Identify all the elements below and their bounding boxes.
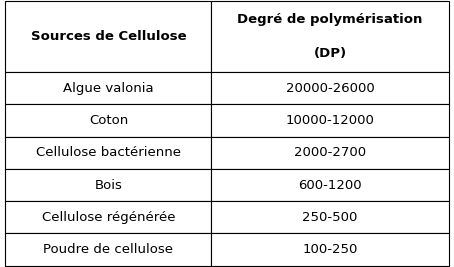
Bar — [212, 137, 449, 169]
Bar — [212, 233, 449, 266]
Text: (DP): (DP) — [313, 47, 346, 60]
Text: 20000-26000: 20000-26000 — [286, 82, 375, 95]
Bar — [5, 104, 212, 137]
Text: Cellulose bactérienne: Cellulose bactérienne — [36, 146, 181, 159]
Text: Poudre de cellulose: Poudre de cellulose — [44, 243, 173, 256]
Text: Coton: Coton — [89, 114, 128, 127]
Text: 250-500: 250-500 — [302, 211, 358, 224]
Text: 600-1200: 600-1200 — [298, 179, 362, 192]
Bar — [5, 201, 212, 233]
Bar — [5, 169, 212, 201]
Bar — [212, 72, 449, 104]
Bar — [212, 201, 449, 233]
Bar — [5, 72, 212, 104]
Text: 10000-12000: 10000-12000 — [286, 114, 375, 127]
Text: Cellulose régénérée: Cellulose régénérée — [42, 211, 175, 224]
Bar — [212, 1, 449, 72]
Text: 2000-2700: 2000-2700 — [294, 146, 366, 159]
Bar — [212, 169, 449, 201]
Text: Algue valonia: Algue valonia — [63, 82, 154, 95]
Text: Degré de polymérisation: Degré de polymérisation — [237, 13, 423, 26]
Text: 100-250: 100-250 — [302, 243, 358, 256]
Bar — [5, 1, 212, 72]
Text: Sources de Cellulose: Sources de Cellulose — [31, 30, 186, 43]
Text: Bois: Bois — [94, 179, 123, 192]
Bar — [5, 137, 212, 169]
Bar — [212, 104, 449, 137]
Bar — [5, 233, 212, 266]
